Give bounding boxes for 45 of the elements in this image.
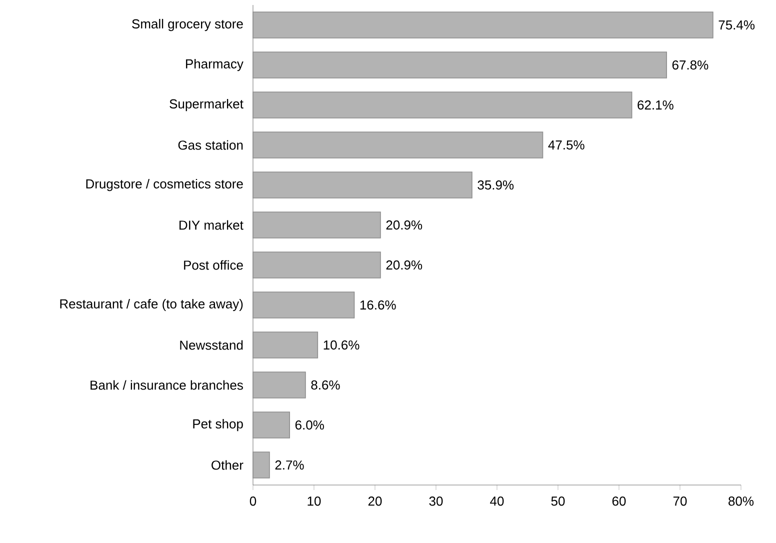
data-label: 8.6% [311, 380, 340, 390]
x-tick-label: 40 [490, 496, 504, 506]
bar [252, 52, 667, 78]
x-tick-label: 80% [728, 496, 754, 506]
bar [252, 252, 381, 278]
x-tick-label: 50 [551, 496, 565, 506]
data-label: 62.1% [638, 100, 674, 110]
bar [252, 12, 714, 38]
y-tick-label: Pharmacy [186, 58, 244, 72]
y-tick-label: Newsstand [180, 340, 243, 350]
data-label: 16.6% [360, 300, 396, 310]
data-label: 47.5% [548, 140, 584, 150]
bar [252, 92, 632, 118]
y-tick-label: Drugstore / cosmetics store [86, 178, 243, 192]
data-label: 75.4% [718, 20, 755, 30]
data-label: 10.6% [324, 340, 360, 350]
bar [252, 212, 381, 238]
bar [252, 372, 306, 398]
bar [252, 132, 544, 158]
x-tick-label: 60 [612, 496, 626, 506]
data-label: 35.9% [478, 180, 514, 190]
x-tick-label: 10 [308, 496, 321, 506]
data-label: 20.9% [386, 260, 422, 270]
x-tick-label: 20 [368, 496, 382, 506]
y-tick-label: Supermarket [170, 98, 244, 112]
x-tick-label: 30 [429, 496, 443, 506]
y-tick-label: Gas station [178, 140, 243, 150]
bar [252, 452, 270, 478]
y-tick-label: Post office [184, 260, 243, 270]
y-tick-label: Pet shop [193, 418, 243, 432]
y-tick-label: Restaurant / cafe (to take away) [60, 298, 243, 312]
bar [252, 412, 290, 438]
bar [252, 292, 355, 318]
x-tick-label: 70 [673, 496, 687, 506]
y-tick-label: DIY market [180, 220, 244, 230]
data-label: 20.9% [386, 220, 422, 230]
bar [252, 172, 472, 198]
y-tick-label: Bank / insurance branches [90, 380, 243, 390]
data-label: 67.8% [672, 60, 708, 70]
x-tick-label: 0 [250, 496, 256, 506]
data-label: 2.7% [275, 460, 304, 470]
y-tick-label: Other [212, 460, 244, 470]
y-tick-label: Small grocery store [132, 18, 243, 32]
data-label: 6.0% [295, 420, 324, 430]
bar [252, 332, 318, 358]
